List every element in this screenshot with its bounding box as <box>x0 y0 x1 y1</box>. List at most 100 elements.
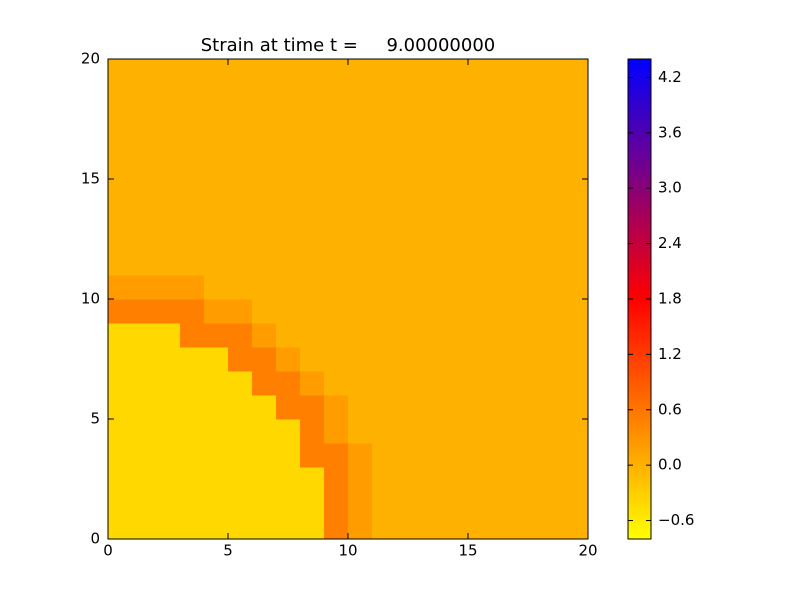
heat-cell <box>444 107 469 132</box>
heat-cell <box>204 491 229 516</box>
heat-cell <box>492 299 517 324</box>
heat-cell <box>204 227 229 252</box>
heat-cell <box>204 59 229 84</box>
heat-cell <box>324 323 349 348</box>
heat-cell <box>396 491 421 516</box>
heat-cell <box>564 299 589 324</box>
heat-cell <box>492 323 517 348</box>
heat-cell <box>468 395 493 420</box>
heat-cell <box>204 347 229 372</box>
heat-cell <box>564 467 589 492</box>
heat-cell <box>516 83 541 108</box>
heat-cell <box>252 515 277 540</box>
heat-cell <box>420 59 445 84</box>
heat-cell <box>228 395 253 420</box>
heat-cell <box>540 443 565 468</box>
heat-cell <box>324 515 349 540</box>
heat-cell <box>156 419 181 444</box>
heat-cell <box>300 395 325 420</box>
heat-cell <box>156 371 181 396</box>
heat-cell <box>540 299 565 324</box>
heat-cell <box>396 443 421 468</box>
heat-cell <box>132 203 157 228</box>
heat-cell <box>348 347 373 372</box>
heat-cell <box>276 323 301 348</box>
heat-cell <box>372 299 397 324</box>
chart-title: Strain at time t = 9.00000000 <box>201 35 496 56</box>
heat-cell <box>228 323 253 348</box>
heat-cell <box>492 107 517 132</box>
heat-cell <box>420 155 445 180</box>
heat-cell <box>540 347 565 372</box>
heat-cell <box>372 515 397 540</box>
heat-cell <box>276 83 301 108</box>
heat-cell <box>372 107 397 132</box>
heat-cell <box>228 299 253 324</box>
heat-cell <box>492 347 517 372</box>
heat-cell <box>492 131 517 156</box>
heat-cell <box>132 467 157 492</box>
heat-cell <box>228 155 253 180</box>
heat-cell <box>396 107 421 132</box>
heat-cell <box>396 299 421 324</box>
heat-cell <box>300 155 325 180</box>
heat-cell <box>540 83 565 108</box>
heat-cell <box>444 275 469 300</box>
heat-cell <box>156 227 181 252</box>
heat-cell <box>204 299 229 324</box>
heat-cell <box>276 203 301 228</box>
heat-cell <box>540 107 565 132</box>
heat-cell <box>180 59 205 84</box>
heat-cell <box>108 203 133 228</box>
x-tick-label: 10 <box>338 542 357 560</box>
heat-cell <box>252 395 277 420</box>
y-tick-label: 20 <box>81 50 100 68</box>
heat-cell <box>324 131 349 156</box>
heat-cell <box>420 419 445 444</box>
heat-cell <box>396 395 421 420</box>
heat-cell <box>180 203 205 228</box>
heat-cell <box>516 131 541 156</box>
heat-cell <box>396 467 421 492</box>
heat-cell <box>180 419 205 444</box>
heat-cell <box>132 323 157 348</box>
heat-cell <box>516 155 541 180</box>
heat-cell <box>420 275 445 300</box>
heat-cell <box>276 59 301 84</box>
heat-cell <box>372 443 397 468</box>
heat-cell <box>396 179 421 204</box>
heat-cell <box>444 179 469 204</box>
heat-cell <box>156 491 181 516</box>
heat-cell <box>228 59 253 84</box>
heat-cell <box>252 443 277 468</box>
heat-cell <box>108 323 133 348</box>
heat-cell <box>564 419 589 444</box>
heat-cell <box>228 347 253 372</box>
heat-cell <box>468 227 493 252</box>
heat-cell <box>180 179 205 204</box>
heat-cell <box>108 107 133 132</box>
heat-cell <box>300 83 325 108</box>
heat-cell <box>108 419 133 444</box>
heat-cell <box>132 371 157 396</box>
heat-cell <box>564 179 589 204</box>
heat-cell <box>492 491 517 516</box>
heat-cell <box>324 203 349 228</box>
heat-cell <box>276 251 301 276</box>
heat-cell <box>300 179 325 204</box>
heat-cell <box>132 155 157 180</box>
heat-cell <box>324 443 349 468</box>
heat-cell <box>516 323 541 348</box>
heat-cell <box>132 443 157 468</box>
heat-cell <box>204 371 229 396</box>
heat-cell <box>252 179 277 204</box>
heat-cell <box>348 419 373 444</box>
heat-cell <box>108 59 133 84</box>
heat-cell <box>156 515 181 540</box>
heat-cell <box>132 299 157 324</box>
heat-cell <box>204 443 229 468</box>
heat-cell <box>276 491 301 516</box>
heat-cell <box>372 275 397 300</box>
heat-cell <box>108 275 133 300</box>
heat-cell <box>132 251 157 276</box>
